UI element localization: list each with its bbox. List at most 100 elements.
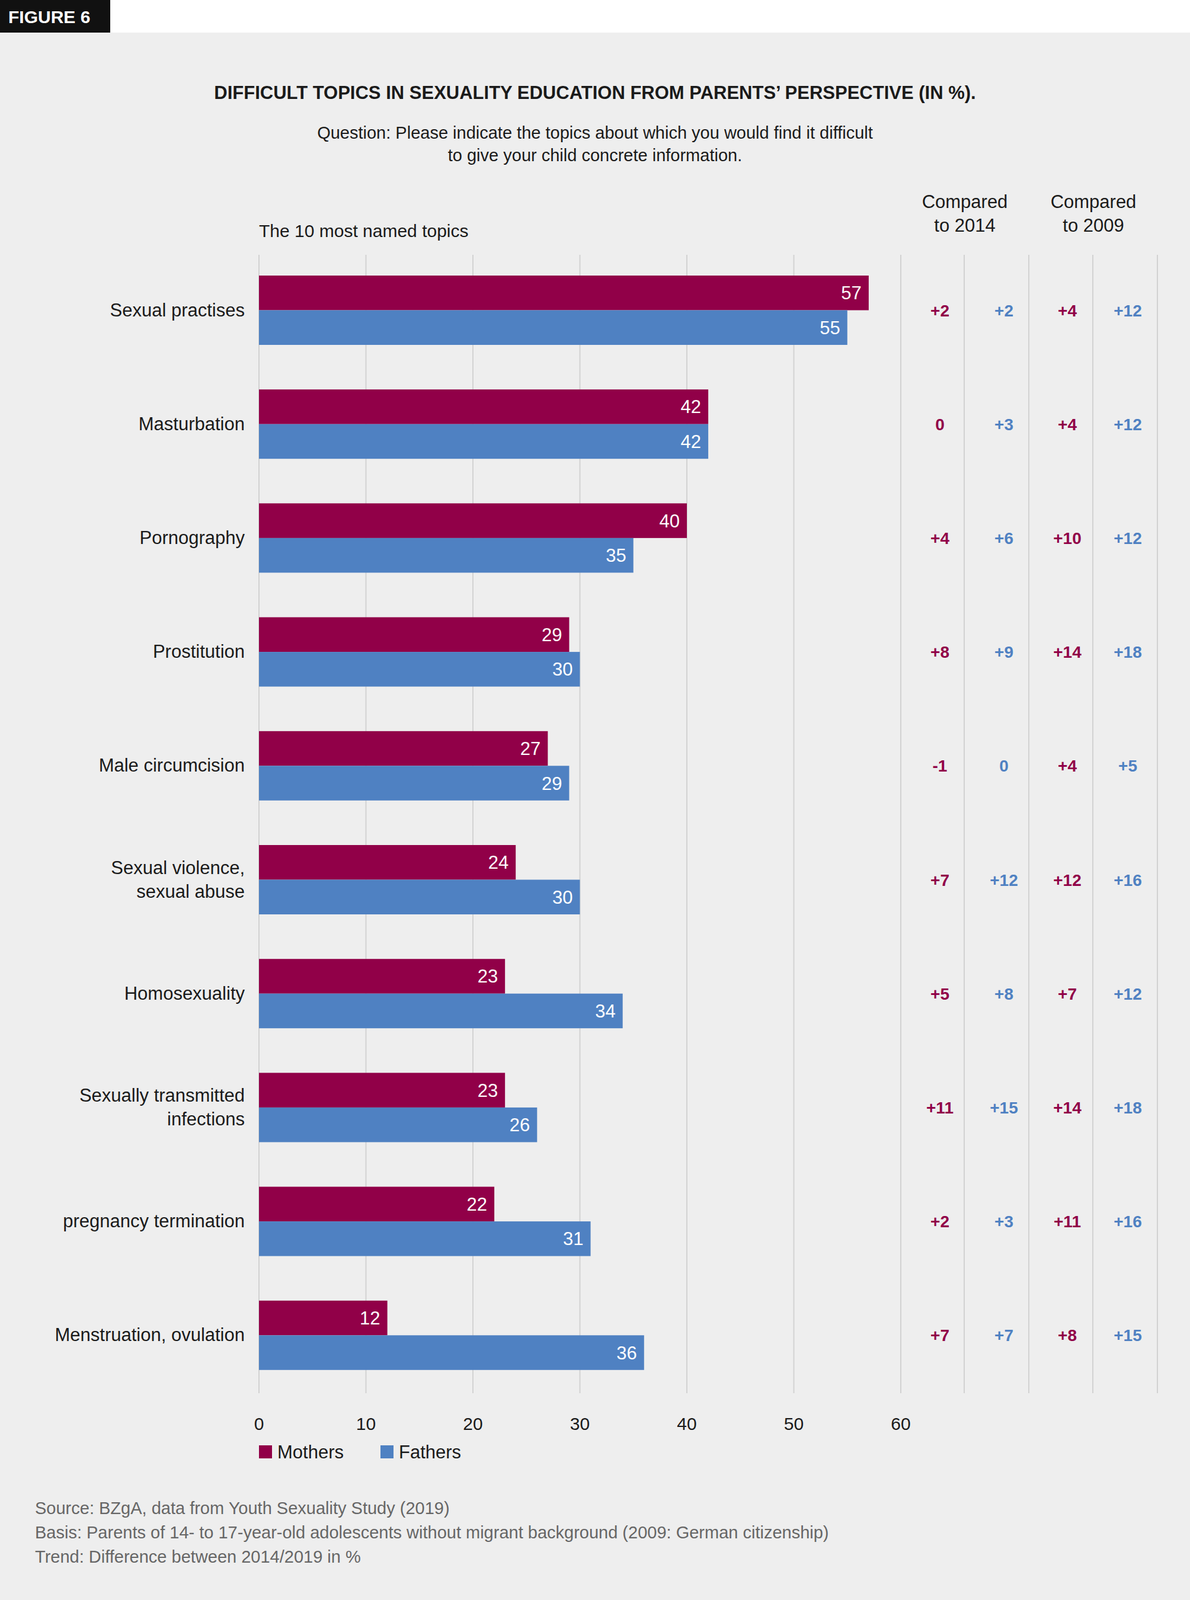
- comparison-value: +12: [1053, 871, 1082, 890]
- comparison-value: +8: [1057, 1326, 1077, 1345]
- comparison-value: +18: [1113, 643, 1142, 662]
- data-label: 29: [541, 624, 562, 646]
- category-label: Sexual violence,sexual abuse: [110, 857, 245, 902]
- comparison-value: +11: [1053, 1212, 1081, 1231]
- comparison-value: +10: [1053, 529, 1082, 548]
- data-label: 12: [359, 1307, 380, 1329]
- category-label: Homosexuality: [124, 983, 246, 1004]
- category-label: Prostitution: [152, 641, 245, 662]
- text-line: Homosexuality: [124, 983, 246, 1004]
- table-column-line: [1028, 254, 1030, 1394]
- comparison-value: +2: [994, 301, 1014, 321]
- bar: [258, 1221, 591, 1257]
- panel-bg: [0, 32, 1190, 1600]
- data-label: 27: [520, 738, 541, 760]
- comparison-value: +15: [989, 1098, 1019, 1118]
- bar: [258, 958, 505, 994]
- data-label: 23: [477, 965, 498, 987]
- text-line: Male circumcision: [98, 755, 245, 776]
- data-label: 55: [819, 317, 840, 339]
- tick-label: 30: [570, 1414, 590, 1434]
- comparison-value: +2: [930, 301, 950, 321]
- text-line: Pornography: [139, 527, 245, 549]
- bar: [258, 389, 709, 425]
- bar: [258, 503, 687, 539]
- text-line: to 2014: [933, 215, 996, 236]
- table-column-line: [963, 254, 965, 1394]
- category-label: Sexual practises: [110, 299, 245, 321]
- data-label: 23: [477, 1080, 498, 1102]
- bar: [258, 993, 623, 1029]
- subtitle: to give your child concrete information.: [448, 145, 742, 165]
- page-bg: [0, 0, 1190, 1600]
- text-line: pregnancy termination: [62, 1210, 245, 1232]
- category-label: Sexually transmittedinfections: [79, 1085, 245, 1130]
- data-label: 57: [840, 282, 862, 304]
- bars: [258, 275, 869, 1371]
- tick-label: 20: [462, 1414, 483, 1434]
- legend-swatch: [258, 1445, 273, 1459]
- comparison-value: +5: [930, 984, 950, 1004]
- comparison-value: +7: [994, 1326, 1014, 1345]
- data-label: 24: [488, 852, 509, 873]
- category-label: Masturbation: [138, 413, 245, 435]
- legend-label: Fathers: [398, 1441, 462, 1463]
- comparison-value: +5: [1118, 756, 1138, 776]
- data-label: 30: [552, 659, 573, 680]
- category-label: Pornography: [139, 527, 245, 549]
- legend-swatch: [380, 1445, 394, 1459]
- data-label: 29: [541, 773, 562, 795]
- comparison-value: +8: [930, 643, 950, 662]
- comparison-value: 0: [935, 415, 945, 434]
- data-label: 30: [552, 887, 573, 908]
- tick-label: 40: [676, 1414, 697, 1434]
- grid-line: [793, 254, 795, 1394]
- text-line: Prostitution: [152, 641, 245, 662]
- tick-label: 10: [356, 1414, 376, 1434]
- bar: [258, 880, 581, 916]
- comparison-value: +12: [1113, 415, 1142, 434]
- text-line: Compared: [922, 191, 1009, 213]
- text-line: Sexual practises: [110, 299, 245, 321]
- bar: [258, 538, 634, 574]
- comparison-value: +3: [994, 415, 1014, 434]
- tick-label: 60: [890, 1414, 911, 1434]
- bar: [258, 731, 548, 767]
- comparison-value: +3: [994, 1212, 1014, 1231]
- bar: [258, 1335, 645, 1371]
- comparison-value: +7: [930, 1326, 950, 1345]
- comparison-value: +12: [1113, 529, 1142, 548]
- comparison-value: +9: [994, 643, 1014, 662]
- comparison-value: +4: [930, 529, 950, 548]
- text-line: sexual abuse: [136, 881, 245, 902]
- text-line: Menstruation, ovulation: [54, 1324, 245, 1346]
- table-column-line: [1092, 254, 1094, 1394]
- comparison-value: +2: [930, 1212, 950, 1231]
- bar: [258, 651, 581, 687]
- comparison-value: +8: [994, 984, 1014, 1004]
- category-label: Menstruation, ovulation: [54, 1324, 245, 1346]
- comparison-title: Comparedto 2009: [1050, 191, 1137, 236]
- comparison-value: +4: [1057, 415, 1077, 434]
- tick-label: 0: [254, 1414, 265, 1434]
- bar: [258, 275, 869, 311]
- figure-label-bg: [0, 0, 111, 33]
- comparison-value: +14: [1053, 1098, 1082, 1118]
- figure: FIGURE 6DIFFICULT TOPICS IN SEXUALITY ED…: [0, 0, 1190, 1600]
- text-line: to 2009: [1062, 215, 1124, 236]
- comparison-value: +7: [1057, 984, 1077, 1004]
- bar: [258, 1187, 495, 1223]
- comparison-value: +12: [989, 871, 1019, 890]
- data-label: 35: [605, 545, 626, 566]
- bar: [258, 1300, 388, 1336]
- title: DIFFICULT TOPICS IN SEXUALITY EDUCATION …: [213, 82, 976, 104]
- category-label: pregnancy termination: [62, 1210, 245, 1232]
- comparison-value: +11: [926, 1098, 954, 1118]
- comparison-value: +12: [1113, 301, 1142, 321]
- bar: [258, 845, 516, 881]
- text-line: Sexually transmitted: [79, 1085, 245, 1106]
- data-label: 26: [509, 1114, 530, 1136]
- data-label: 36: [616, 1342, 637, 1364]
- data-label: 31: [562, 1228, 584, 1250]
- table-column-line: [1156, 254, 1158, 1394]
